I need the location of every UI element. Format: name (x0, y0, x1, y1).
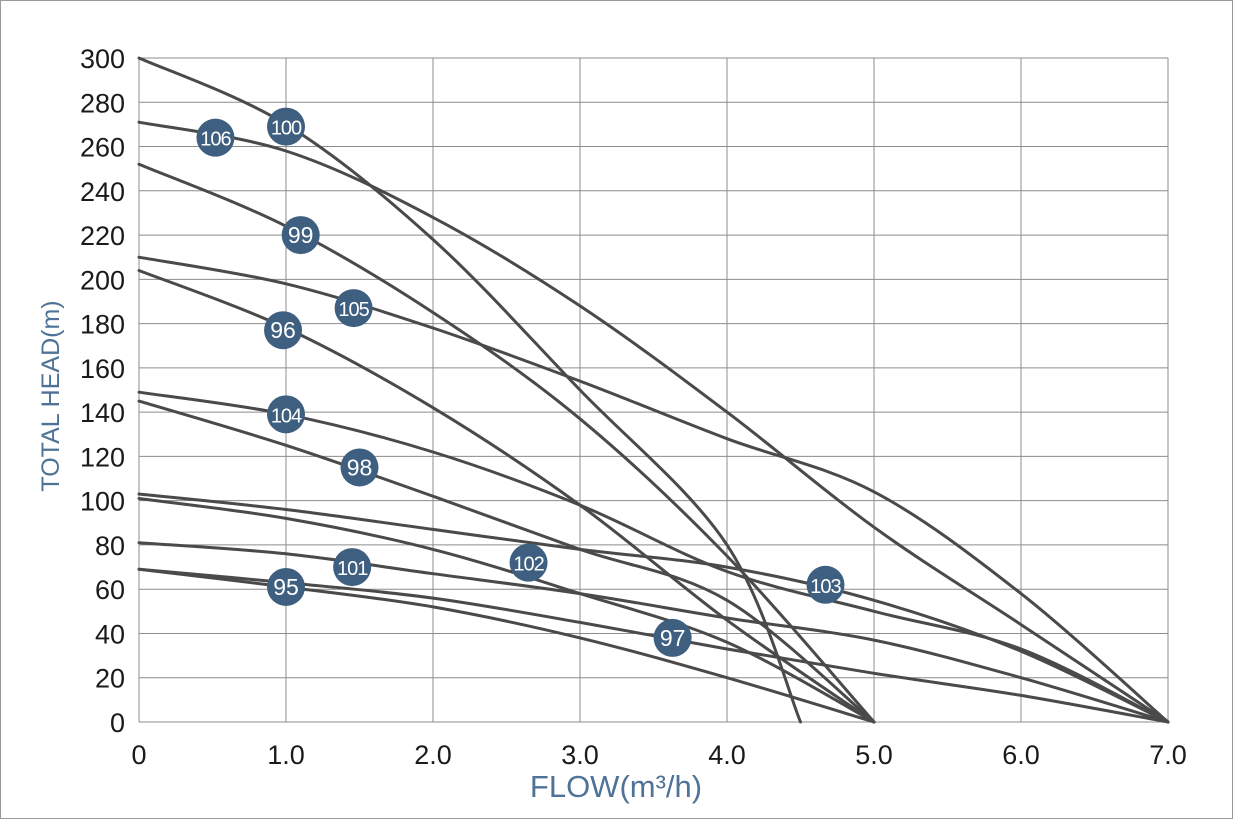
curve-label-105: 105 (334, 289, 373, 328)
x-tick-label: 3.0 (561, 740, 599, 770)
curve-label-98: 98 (340, 448, 379, 487)
curve-label-text: 100 (271, 118, 302, 140)
curve-label-text: 101 (337, 558, 368, 580)
y-tick-label: 140 (80, 398, 125, 428)
y-tick-label: 260 (80, 133, 125, 163)
y-tick-label: 200 (80, 265, 125, 295)
curve-label-badge (264, 311, 303, 350)
y-tick-label: 20 (95, 664, 125, 694)
curve-label-text: 102 (513, 554, 544, 576)
curve-label-badge (267, 567, 305, 606)
y-tick-label: 0 (110, 708, 125, 738)
x-tick-label: 7.0 (1149, 740, 1187, 770)
curve-labels: 100 106 99 105 96 104 98 103 102 101 97 95 (196, 107, 845, 657)
curve-label-97: 97 (653, 618, 692, 657)
y-tick-label: 160 (80, 354, 125, 384)
curve-label-text: 96 (270, 317, 296, 343)
curve-label-badge (333, 548, 372, 587)
y-tick-label: 60 (95, 575, 125, 605)
curve-label-99: 99 (281, 216, 320, 255)
curve-label-badge (653, 618, 692, 657)
curve-label-text: 97 (660, 625, 686, 651)
curve-label-badge (267, 107, 305, 146)
curve-106 (137, 120, 1170, 724)
performance-curves (137, 56, 1170, 724)
curve-label-text: 106 (200, 129, 231, 151)
y-tick-label: 100 (80, 487, 125, 517)
curve-label-102: 102 (509, 543, 548, 582)
axis-ticks: 0 1.0 2.0 3.0 4.0 5.0 6.0 7.0 0 20 40 60 80 100 120 140… (80, 44, 1187, 770)
curve-101 (137, 541, 1170, 724)
x-tick-label: 5.0 (855, 740, 893, 770)
curve-label-text: 105 (338, 299, 369, 321)
x-tick-label: 1.0 (267, 740, 305, 770)
y-tick-label: 240 (80, 177, 125, 207)
curve-label-badge (509, 543, 548, 582)
curve-label-95: 95 (267, 567, 305, 606)
x-tick-label: 4.0 (708, 740, 746, 770)
curve-label-badge (806, 565, 845, 604)
curve-label-106: 106 (196, 118, 235, 157)
curve-103 (137, 492, 1170, 724)
y-tick-label: 300 (80, 44, 125, 74)
curve-label-badge (340, 448, 379, 487)
x-tick-label: 2.0 (414, 740, 452, 770)
curve-label-text: 95 (273, 574, 299, 600)
curve-label-101: 101 (333, 548, 372, 587)
y-tick-label: 280 (80, 88, 125, 118)
curve-label-104: 104 (267, 395, 305, 434)
x-axis-title: FLOW(m³/h) (530, 769, 702, 804)
curve-100 (137, 56, 802, 724)
y-tick-label: 40 (95, 619, 125, 649)
curve-label-badge (281, 216, 320, 255)
y-tick-label: 120 (80, 442, 125, 472)
curve-99 (137, 162, 876, 724)
curve-label-100: 100 (267, 107, 305, 146)
y-axis-title: TOTAL HEAD(m) (37, 300, 65, 491)
curve-label-text: 98 (347, 454, 373, 480)
curve-label-text: 99 (288, 222, 314, 248)
y-tick-label: 180 (80, 310, 125, 340)
curve-label-badge (334, 289, 373, 328)
curve-98 (137, 399, 876, 724)
curve-label-text: 104 (271, 405, 302, 427)
x-tick-label: 6.0 (1002, 740, 1040, 770)
x-tick-label: 0 (131, 740, 146, 770)
curve-label-badge (267, 395, 305, 434)
curve-label-text: 103 (810, 576, 841, 598)
y-tick-label: 220 (80, 221, 125, 251)
curve-label-103: 103 (806, 565, 845, 604)
curve-105 (137, 255, 1170, 724)
y-tick-label: 80 (95, 531, 125, 561)
curve-label-96: 96 (264, 311, 303, 350)
grid (138, 57, 1169, 723)
curve-label-badge (196, 118, 235, 157)
